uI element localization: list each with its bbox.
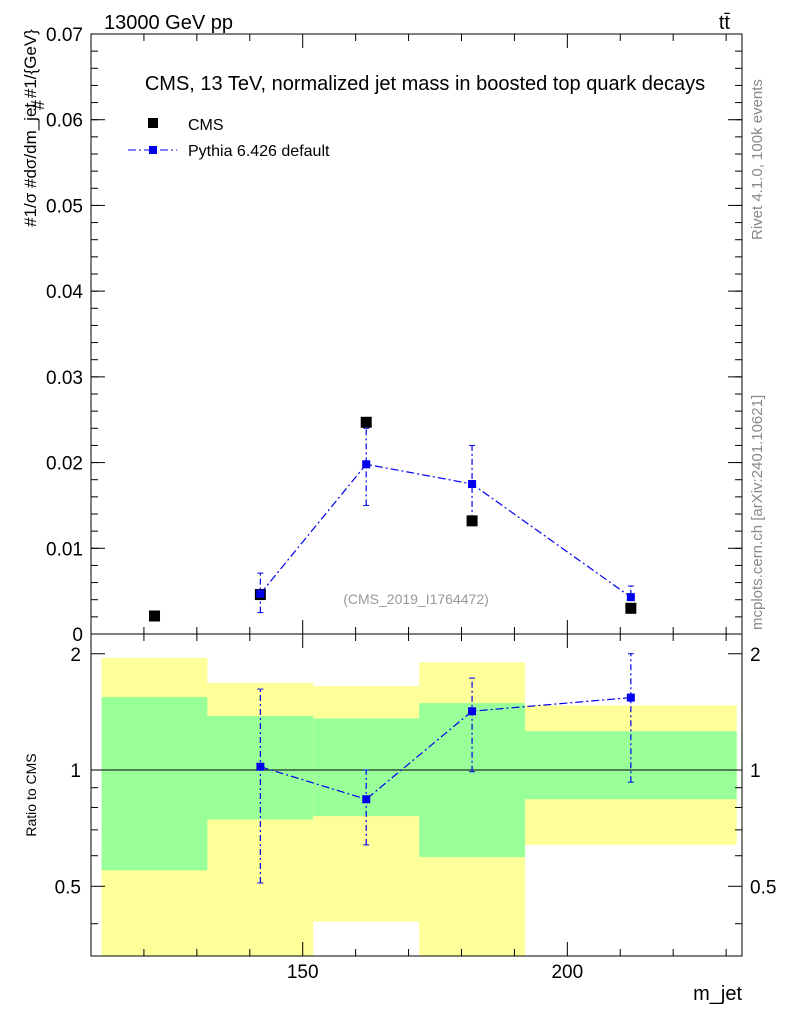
ratio-y-tick-label: 2 [70, 645, 81, 666]
ratio-x-tick-label: 150 [287, 962, 319, 983]
energy-label: 13000 GeV pp [104, 12, 233, 34]
ratio-inner-band [101, 697, 208, 871]
mc-series-line [259, 463, 632, 598]
ratio-y-tick-label: 1 [70, 761, 81, 782]
x-axis-title: m_jet [693, 983, 742, 1005]
main-y-tick-label: 0.02 [46, 454, 83, 475]
cms-data-point [466, 515, 478, 527]
ratio-frame [90, 633, 743, 957]
ratio-y-tick-labels: 0.5 0.5 1 1 2 2 [55, 645, 777, 899]
ratio-mc-point [468, 707, 477, 716]
ratio-y-tick-label-right: 0.5 [750, 877, 776, 898]
main-y-tick-label: 0.03 [46, 368, 83, 389]
ratio-x-tick-label: 200 [551, 962, 583, 983]
ratio-data-marks [256, 653, 635, 884]
cms-data-point [625, 602, 637, 614]
mc-data-point [626, 593, 635, 602]
legend-cms-label: CMS [188, 117, 224, 134]
main-y-tick-label: 0 [72, 625, 83, 646]
legend-mc-marker [149, 146, 157, 154]
main-y-tick-label: 0.04 [46, 282, 83, 303]
ratio-mc-point [626, 693, 635, 702]
process-label: tt̄ [719, 12, 731, 34]
ratio-y-tick-label-right: 2 [750, 645, 761, 666]
main-tick-marks [90, 33, 742, 635]
legend: CMS Pythia 6.426 default [128, 117, 330, 160]
main-y-tick-label: 0.06 [46, 111, 83, 132]
main-y-tick-label: 0.07 [46, 25, 83, 46]
cms-data-point [360, 416, 372, 428]
ratio-mc-line [260, 697, 631, 800]
ratio-panel: 0.5 0.5 1 1 2 2 150 200 Ratio to CMS m_jet [23, 633, 777, 1005]
mc-data-point [256, 589, 265, 598]
ratio-x-tick-labels: 150 200 [287, 962, 583, 983]
rivet-label: Rivet 4.1.0, 100k events [749, 79, 766, 240]
main-y-tick-label: 0.05 [46, 196, 83, 217]
mc-data-point [362, 460, 371, 469]
main-y-tick-labels: 0 0.01 0.02 0.03 0.04 0.05 0.06 0.07 [46, 25, 83, 646]
legend-mc-label: Pythia 6.426 default [188, 143, 330, 160]
analysis-watermark: (CMS_2019_I1764472) [343, 591, 489, 607]
main-y-tick-label: 0.01 [46, 539, 83, 560]
legend-cms-marker [148, 118, 158, 128]
ratio-y-tick-label-right: 1 [750, 761, 761, 782]
ratio-y-tick-label: 0.5 [55, 877, 81, 898]
mcplots-label: mcplots.cern.ch [arXiv:2401.10621] [749, 395, 766, 630]
main-y-axis-label: # [28, 100, 48, 110]
main-panel: 0 0.01 0.02 0.03 0.04 0.05 0.06 0.07 CMS, 13 Te… [21, 25, 743, 646]
ratio-mc-point [256, 762, 265, 771]
y-label-part-1: # [28, 100, 48, 110]
main-data-marks [149, 416, 637, 622]
cms-data-point [149, 610, 161, 622]
ratio-tick-marks [90, 634, 742, 956]
main-y-axis-title: #1/σ #dσ/dm_jet #1/{GeV} [21, 29, 40, 227]
mc-data-point [468, 480, 477, 488]
ratio-mc-point [362, 795, 371, 804]
chart-title: CMS, 13 TeV, normalized jet mass in boos… [145, 73, 705, 95]
ratio-y-axis-title: Ratio to CMS [23, 753, 39, 836]
